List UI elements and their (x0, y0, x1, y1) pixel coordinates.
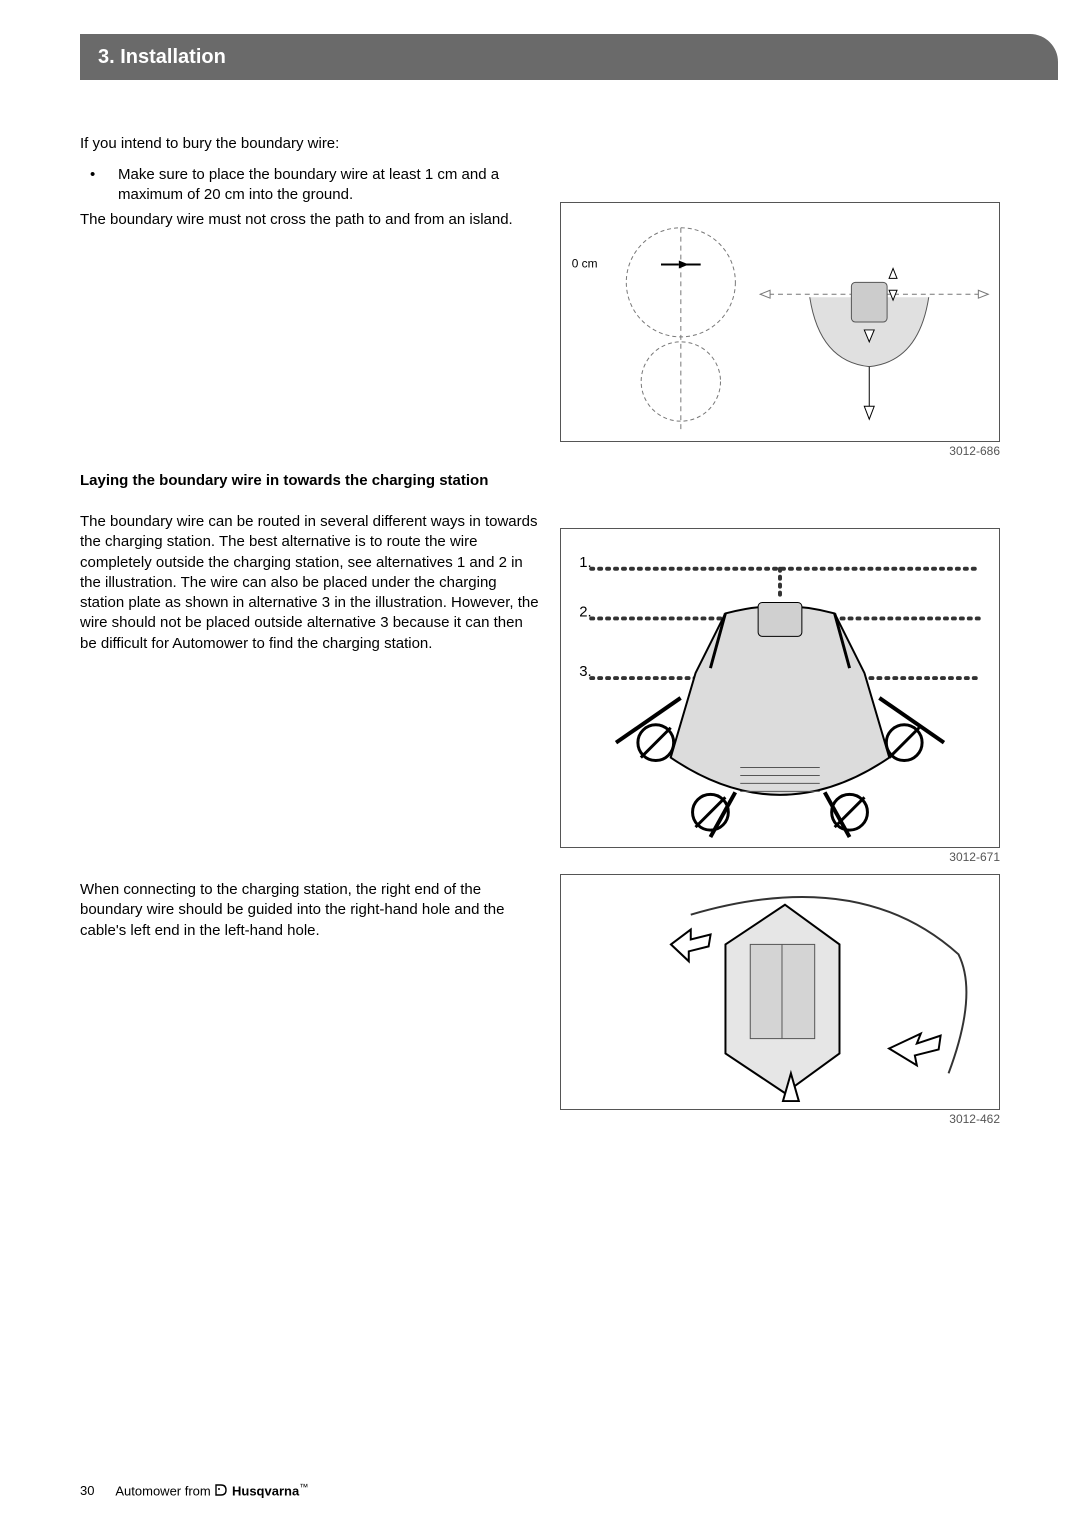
section-2-heading: Laying the boundary wire in towards the … (80, 470, 540, 492)
arrow-right-icon (889, 1034, 941, 1066)
bullet-text: Make sure to place the boundary wire at … (118, 165, 540, 206)
bullet-dot: • (90, 165, 95, 185)
section-2-heading-text: Laying the boundary wire in towards the … (80, 472, 488, 489)
intro-text: If you intend to bury the boundary wire: (80, 134, 540, 154)
tm-symbol: ™ (299, 1482, 308, 1492)
figure-charging-station-routes: 1. 2. 3. (560, 528, 1000, 848)
banner-title: 3. Installation (98, 46, 226, 69)
footer-prefix: Automower from (115, 1483, 214, 1498)
figure-1-caption: 3012-686 (560, 444, 1000, 458)
section-2-body: The boundary wire can be routed in sever… (80, 512, 540, 654)
note-text: The boundary wire must not cross the pat… (80, 210, 540, 230)
arrow-left-icon (671, 930, 711, 962)
page-footer: 30 Automower from Husqvarna™ (80, 1482, 308, 1498)
label-0cm: 0 cm (572, 256, 598, 270)
figure-2-caption: 3012-671 (560, 850, 1000, 864)
brand-name: Husqvarna (232, 1483, 299, 1498)
bullet-list: • Make sure to place the boundary wire a… (80, 165, 540, 206)
brand-logo-icon (214, 1483, 232, 1498)
figure-connector-detail (560, 874, 1000, 1110)
section-banner: 3. Installation (80, 34, 1058, 80)
page-number: 30 (80, 1483, 94, 1498)
section-3-body: When connecting to the charging station,… (80, 880, 540, 941)
figure-3-caption: 3012-462 (560, 1112, 1000, 1126)
figure-island-diagram: 0 cm (560, 202, 1000, 442)
